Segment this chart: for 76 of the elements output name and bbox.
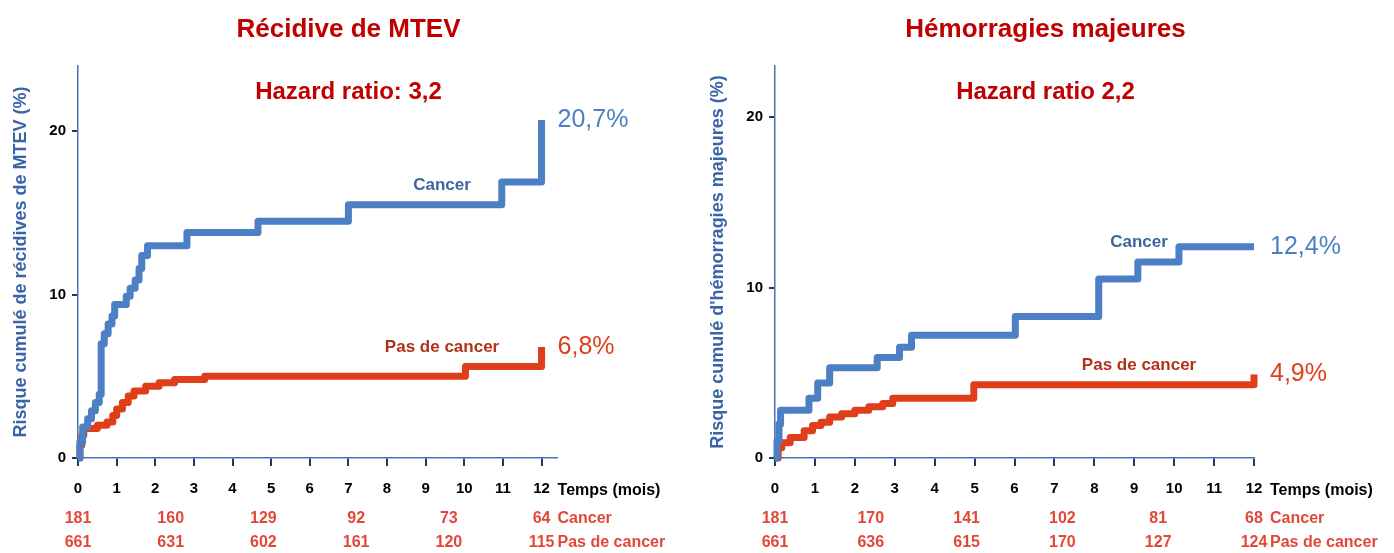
text: Cancer: [1270, 509, 1325, 527]
text: Pas de cancer: [557, 533, 666, 551]
x-tick-label: 5: [266, 479, 276, 497]
text: 661: [761, 533, 789, 551]
x-tick-label: 1: [810, 479, 820, 497]
y-tick-label: 10: [49, 284, 66, 302]
x-tick-label: 9: [421, 479, 430, 497]
x-tick-label: 2: [850, 479, 860, 497]
text: 120: [435, 533, 463, 551]
text: 661: [64, 533, 92, 551]
text: 127: [1144, 533, 1172, 551]
text: 161: [342, 533, 370, 551]
x-tick-label: 8: [382, 479, 392, 497]
y-axis-title: Risque cumulé de récidives de MTEV (%): [9, 86, 30, 438]
x-tick-label: 11: [1206, 479, 1223, 497]
y-axis-title: Risque cumulé d'hémorragies majeures (%): [706, 75, 727, 449]
y-tick-label: 20: [49, 121, 66, 139]
x-axis-title: Temps (mois): [1270, 481, 1373, 499]
x-tick-label: 6: [1010, 479, 1019, 497]
series-label: Cancer: [1110, 232, 1169, 252]
y-tick-label: 0: [57, 448, 66, 466]
x-tick-label: 8: [1090, 479, 1099, 497]
text: 170: [1049, 533, 1076, 551]
x-tick-label: 4: [228, 479, 238, 497]
text: 81: [1149, 509, 1168, 527]
x-tick-label: 12: [533, 479, 550, 497]
x-tick-label: 10: [1165, 479, 1183, 497]
text: 4,9%: [1270, 358, 1327, 387]
x-tick-label: 10: [455, 479, 473, 497]
text: 129: [250, 509, 277, 527]
x-tick-label: 7: [344, 479, 353, 497]
text: 181: [64, 509, 92, 527]
y-tick-label: 0: [754, 448, 763, 466]
text: 615: [953, 533, 981, 551]
text: 160: [157, 509, 185, 527]
text: 124: [1240, 533, 1268, 551]
text: 115: [528, 533, 555, 551]
x-tick-label: 11: [494, 479, 511, 497]
text: Cancer: [557, 509, 612, 527]
x-tick-label: 0: [770, 479, 780, 497]
chart-title: Récidive de MTEV: [236, 13, 462, 44]
x-tick-label: 3: [189, 479, 199, 497]
text: 92: [347, 509, 366, 527]
x-tick-label: 9: [1130, 479, 1139, 497]
series-label: Pas de cancer: [1081, 354, 1197, 374]
x-tick-label: 2: [151, 479, 160, 497]
x-tick-label: 0: [73, 479, 83, 497]
text: 20,7%: [557, 103, 629, 132]
x-tick-label: 3: [890, 479, 899, 497]
text: 12,4%: [1270, 230, 1341, 259]
series-label: Pas de cancer: [384, 336, 500, 356]
x-tick-label: 1: [112, 479, 121, 497]
chart-title: Hémorragies majeures: [905, 13, 1186, 44]
series-label: Cancer: [413, 175, 472, 195]
text: 636: [857, 533, 885, 551]
text: 6,8%: [557, 330, 615, 359]
text: 602: [250, 533, 277, 551]
x-tick-label: 4: [930, 479, 940, 497]
text: 68: [1245, 509, 1263, 527]
text: 73: [439, 509, 458, 527]
x-tick-label: 12: [1245, 479, 1263, 497]
y-tick-label: 20: [746, 107, 763, 125]
text: Pas de cancer: [1270, 533, 1378, 551]
text: 170: [857, 509, 885, 527]
text: 141: [953, 509, 981, 527]
text: Hazard ratio: 3,2: [255, 76, 442, 104]
x-tick-label: 7: [1050, 479, 1059, 497]
text: Hazard ratio 2,2: [956, 76, 1135, 104]
text: 181: [761, 509, 789, 527]
text: 631: [157, 533, 185, 551]
y-tick-label: 10: [746, 277, 763, 295]
x-tick-label: 6: [305, 479, 314, 497]
x-axis-title: Temps (mois): [557, 481, 661, 499]
text: 102: [1049, 509, 1076, 527]
x-tick-label: 5: [970, 479, 979, 497]
text: 64: [532, 509, 551, 527]
